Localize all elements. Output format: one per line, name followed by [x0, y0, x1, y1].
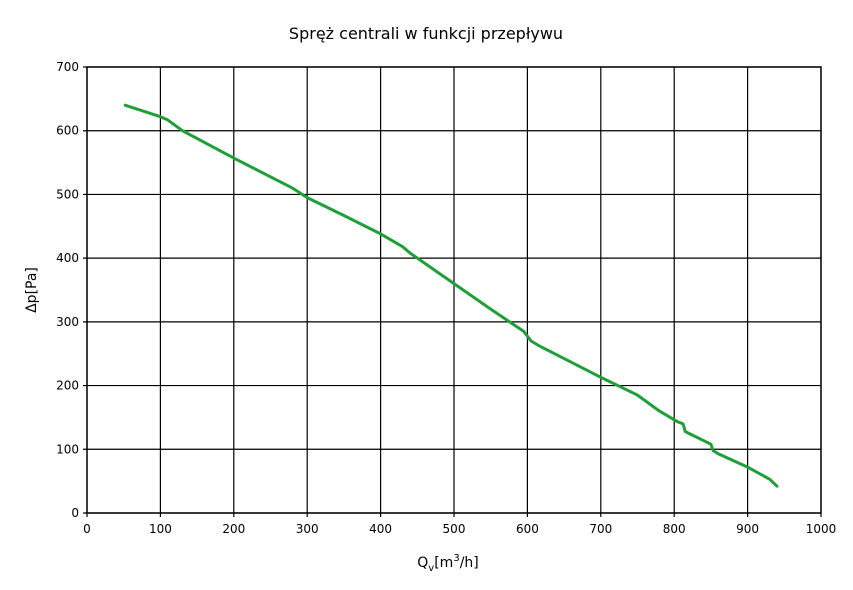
x-tick-label: 600: [516, 522, 539, 536]
x-tick-label: 100: [149, 522, 172, 536]
series-line: [123, 103, 779, 488]
x-axis-label-subscript: v: [428, 563, 434, 574]
x-tick-label: 500: [443, 522, 466, 536]
y-tick-label: 200: [56, 379, 79, 393]
y-tick-label: 400: [56, 251, 79, 265]
x-tick-label: 300: [296, 522, 319, 536]
y-tick-label: 100: [56, 442, 79, 456]
y-axis-label: Δp[Pa]: [24, 267, 40, 313]
x-tick-label: 900: [736, 522, 759, 536]
y-tick-label: 600: [56, 124, 79, 138]
chart-title: Spręż centrali w funkcji przepływu: [289, 24, 563, 43]
x-axis-label-unit-close: /h]: [460, 555, 479, 571]
x-axis-label: Qv[m3/h]: [417, 553, 479, 574]
axes: [86, 66, 822, 514]
x-tick-label: 400: [369, 522, 392, 536]
y-tick-label: 700: [56, 60, 79, 74]
x-axis-label-unit-open: [m: [434, 555, 453, 571]
y-tick-label: 500: [56, 187, 79, 201]
y-tick-labels: 0 100 200 300 400 500 600 700: [56, 60, 79, 520]
x-tick-label: 200: [222, 522, 245, 536]
x-tick-label: 1000: [806, 522, 837, 536]
x-axis-label-main: Q: [417, 555, 428, 571]
x-tick-label: 700: [589, 522, 612, 536]
x-tick-label: 0: [83, 522, 91, 536]
x-tick-label: 800: [663, 522, 686, 536]
x-axis-label-superscript: 3: [453, 553, 459, 564]
y-tick-label: 0: [71, 506, 79, 520]
x-tick-labels: 0 100 200 300 400 500 600 700 800 900 1000: [83, 522, 836, 536]
y-tick-label: 300: [56, 315, 79, 329]
plot-frame: [86, 66, 822, 514]
grid: [83, 66, 822, 517]
series-layer: [123, 103, 779, 488]
